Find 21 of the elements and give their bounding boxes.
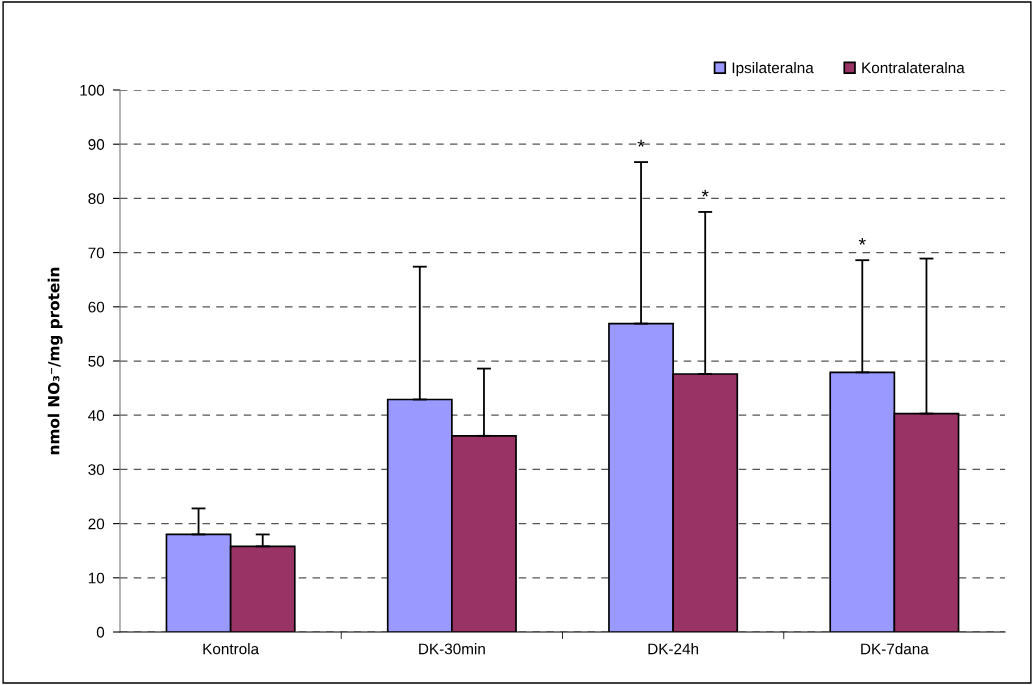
y-tick-label: 90 [88,139,105,150]
annotation: * [637,139,645,147]
y-tick-label: 40 [88,410,105,421]
y-tick-label: 50 [88,355,105,367]
y-tick-label: 20 [88,518,105,530]
x-tick-label: DK-7dana [861,643,929,655]
legend-label: Ipsilateralna [732,62,814,77]
x-tick-label: Kontrola [203,643,260,655]
y-tick-label: 0 [96,626,105,638]
legend-label: Kontralateralna [862,62,965,74]
x-tick-label: DK-30min [419,643,485,655]
annotation: * [701,189,709,197]
y-tick-label: 60 [88,301,105,313]
y-tick-label: 100 [80,84,105,96]
y-axis-title: nmol NO₃⁻/mg protein [47,267,63,455]
y-tick-label: 70 [88,247,105,259]
annotation: * [858,237,866,245]
y-tick-label: 10 [88,572,105,584]
x-tick-label: DK-24h [648,643,699,655]
y-tick-label: 80 [88,193,105,205]
y-tick-label: 30 [88,464,105,476]
